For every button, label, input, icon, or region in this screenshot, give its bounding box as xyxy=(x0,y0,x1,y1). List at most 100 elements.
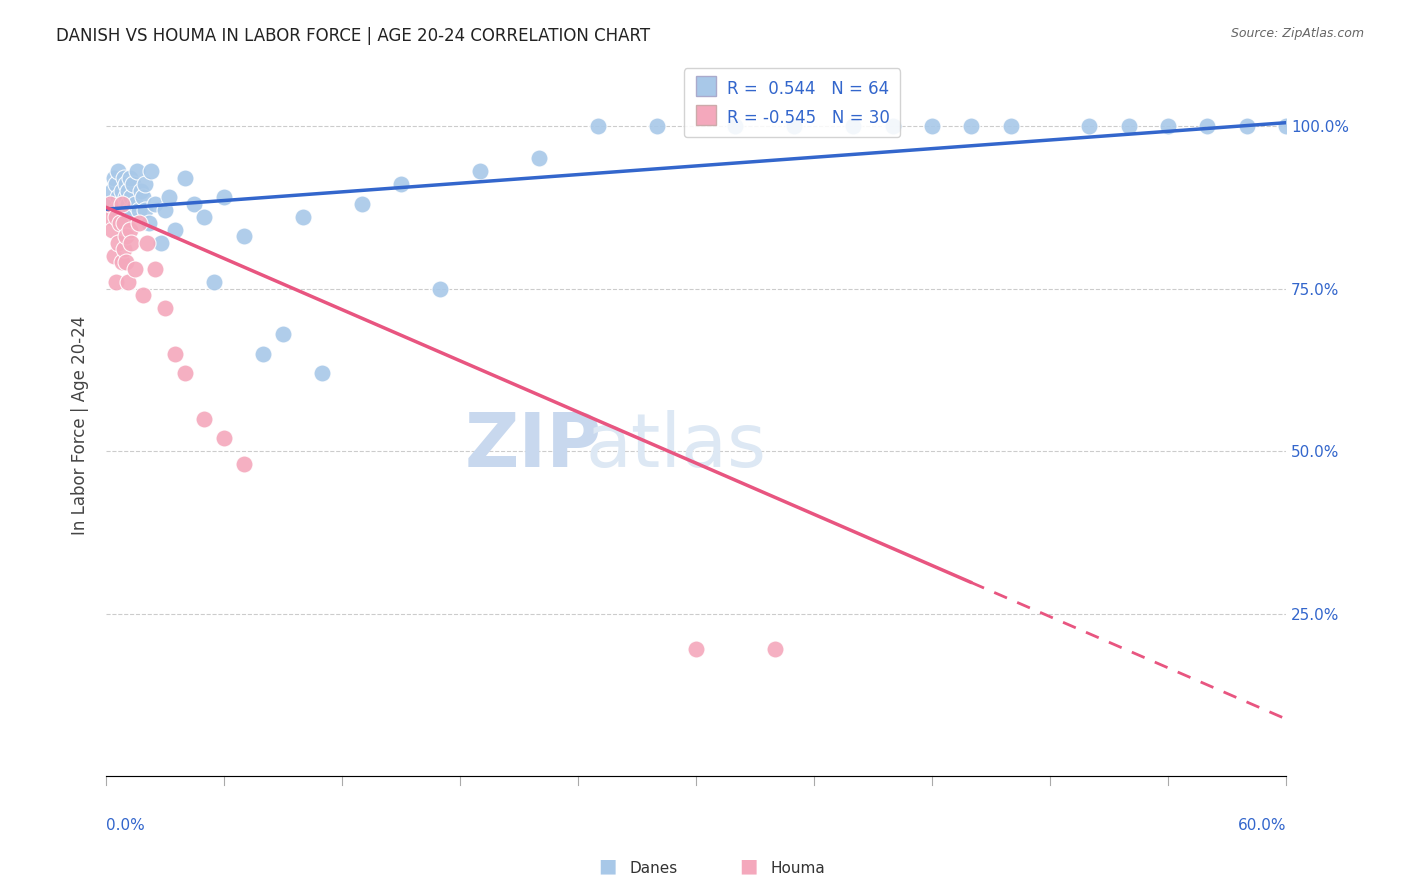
Text: ■: ■ xyxy=(598,857,617,876)
Point xyxy=(118,223,141,237)
Point xyxy=(163,223,186,237)
Text: 0.0%: 0.0% xyxy=(105,818,145,833)
Point xyxy=(121,190,143,204)
Point xyxy=(111,210,134,224)
Point xyxy=(97,210,120,224)
Point xyxy=(763,642,786,657)
Point xyxy=(149,235,172,250)
Point xyxy=(586,119,609,133)
Point xyxy=(173,366,195,380)
Point xyxy=(143,262,166,277)
Point xyxy=(98,197,121,211)
Point xyxy=(104,210,127,224)
Point xyxy=(114,229,136,244)
Point xyxy=(153,203,176,218)
Point xyxy=(124,262,146,277)
Point xyxy=(127,164,149,178)
Point xyxy=(112,171,135,186)
Point xyxy=(136,235,159,250)
Text: DANISH VS HOUMA IN LABOR FORCE | AGE 20-24 CORRELATION CHART: DANISH VS HOUMA IN LABOR FORCE | AGE 20-… xyxy=(56,27,651,45)
Point xyxy=(111,197,134,211)
Point xyxy=(183,197,205,211)
Point xyxy=(128,203,150,218)
Point xyxy=(114,190,136,204)
Point xyxy=(173,171,195,186)
Point xyxy=(271,326,294,341)
Point xyxy=(842,119,865,133)
Point xyxy=(153,301,176,315)
Text: 60.0%: 60.0% xyxy=(1237,818,1286,833)
Point xyxy=(143,197,166,211)
Point xyxy=(311,366,333,380)
Point xyxy=(252,346,274,360)
Point xyxy=(163,346,186,360)
Point xyxy=(112,243,135,257)
Y-axis label: In Labor Force | Age 20-24: In Labor Force | Age 20-24 xyxy=(72,316,89,534)
Point xyxy=(114,255,136,269)
Text: ZIP: ZIP xyxy=(464,409,602,483)
Point xyxy=(468,164,491,178)
Point xyxy=(350,197,373,211)
Point xyxy=(1275,119,1298,133)
Point xyxy=(108,197,131,211)
Point xyxy=(212,190,235,204)
Point xyxy=(882,119,904,133)
Point xyxy=(107,235,129,250)
Point xyxy=(193,411,215,425)
Point xyxy=(429,281,451,295)
Point xyxy=(117,184,139,198)
Point xyxy=(118,203,141,218)
Point xyxy=(118,171,141,186)
Point xyxy=(128,217,150,231)
Point xyxy=(114,178,136,192)
Point xyxy=(121,235,143,250)
Point xyxy=(101,184,124,198)
Point xyxy=(117,197,139,211)
Point xyxy=(645,119,668,133)
Point xyxy=(1118,119,1140,133)
Point xyxy=(960,119,983,133)
Point xyxy=(1078,119,1101,133)
Point xyxy=(1236,119,1258,133)
Point xyxy=(122,178,145,192)
Point xyxy=(131,184,153,198)
Point xyxy=(107,190,129,204)
Text: ■: ■ xyxy=(738,857,758,876)
Point xyxy=(232,229,254,244)
Point xyxy=(685,642,707,657)
Point xyxy=(1197,119,1219,133)
Point xyxy=(111,184,134,198)
Point xyxy=(1157,119,1180,133)
Point xyxy=(157,190,180,204)
Point xyxy=(117,275,139,289)
Text: atlas: atlas xyxy=(586,409,766,483)
Point xyxy=(101,223,124,237)
Point xyxy=(104,203,127,218)
Point xyxy=(132,190,155,204)
Point xyxy=(134,203,156,218)
Point xyxy=(527,152,550,166)
Point xyxy=(103,249,125,263)
Point xyxy=(783,119,806,133)
Point xyxy=(111,255,134,269)
Point xyxy=(921,119,943,133)
Text: Danes: Danes xyxy=(630,861,678,876)
Point xyxy=(134,178,156,192)
Point xyxy=(112,217,135,231)
Legend: R =  0.544   N = 64, R = -0.545   N = 30: R = 0.544 N = 64, R = -0.545 N = 30 xyxy=(683,68,900,137)
Point xyxy=(104,178,127,192)
Point xyxy=(724,119,747,133)
Text: Source: ZipAtlas.com: Source: ZipAtlas.com xyxy=(1230,27,1364,40)
Point xyxy=(132,288,155,302)
Point xyxy=(103,171,125,186)
Point xyxy=(291,210,314,224)
Point xyxy=(98,197,121,211)
Point xyxy=(138,217,160,231)
Point xyxy=(193,210,215,224)
Point xyxy=(104,275,127,289)
Point xyxy=(108,217,131,231)
Point xyxy=(107,164,129,178)
Point xyxy=(1000,119,1022,133)
Point xyxy=(139,164,162,178)
Point xyxy=(232,457,254,471)
